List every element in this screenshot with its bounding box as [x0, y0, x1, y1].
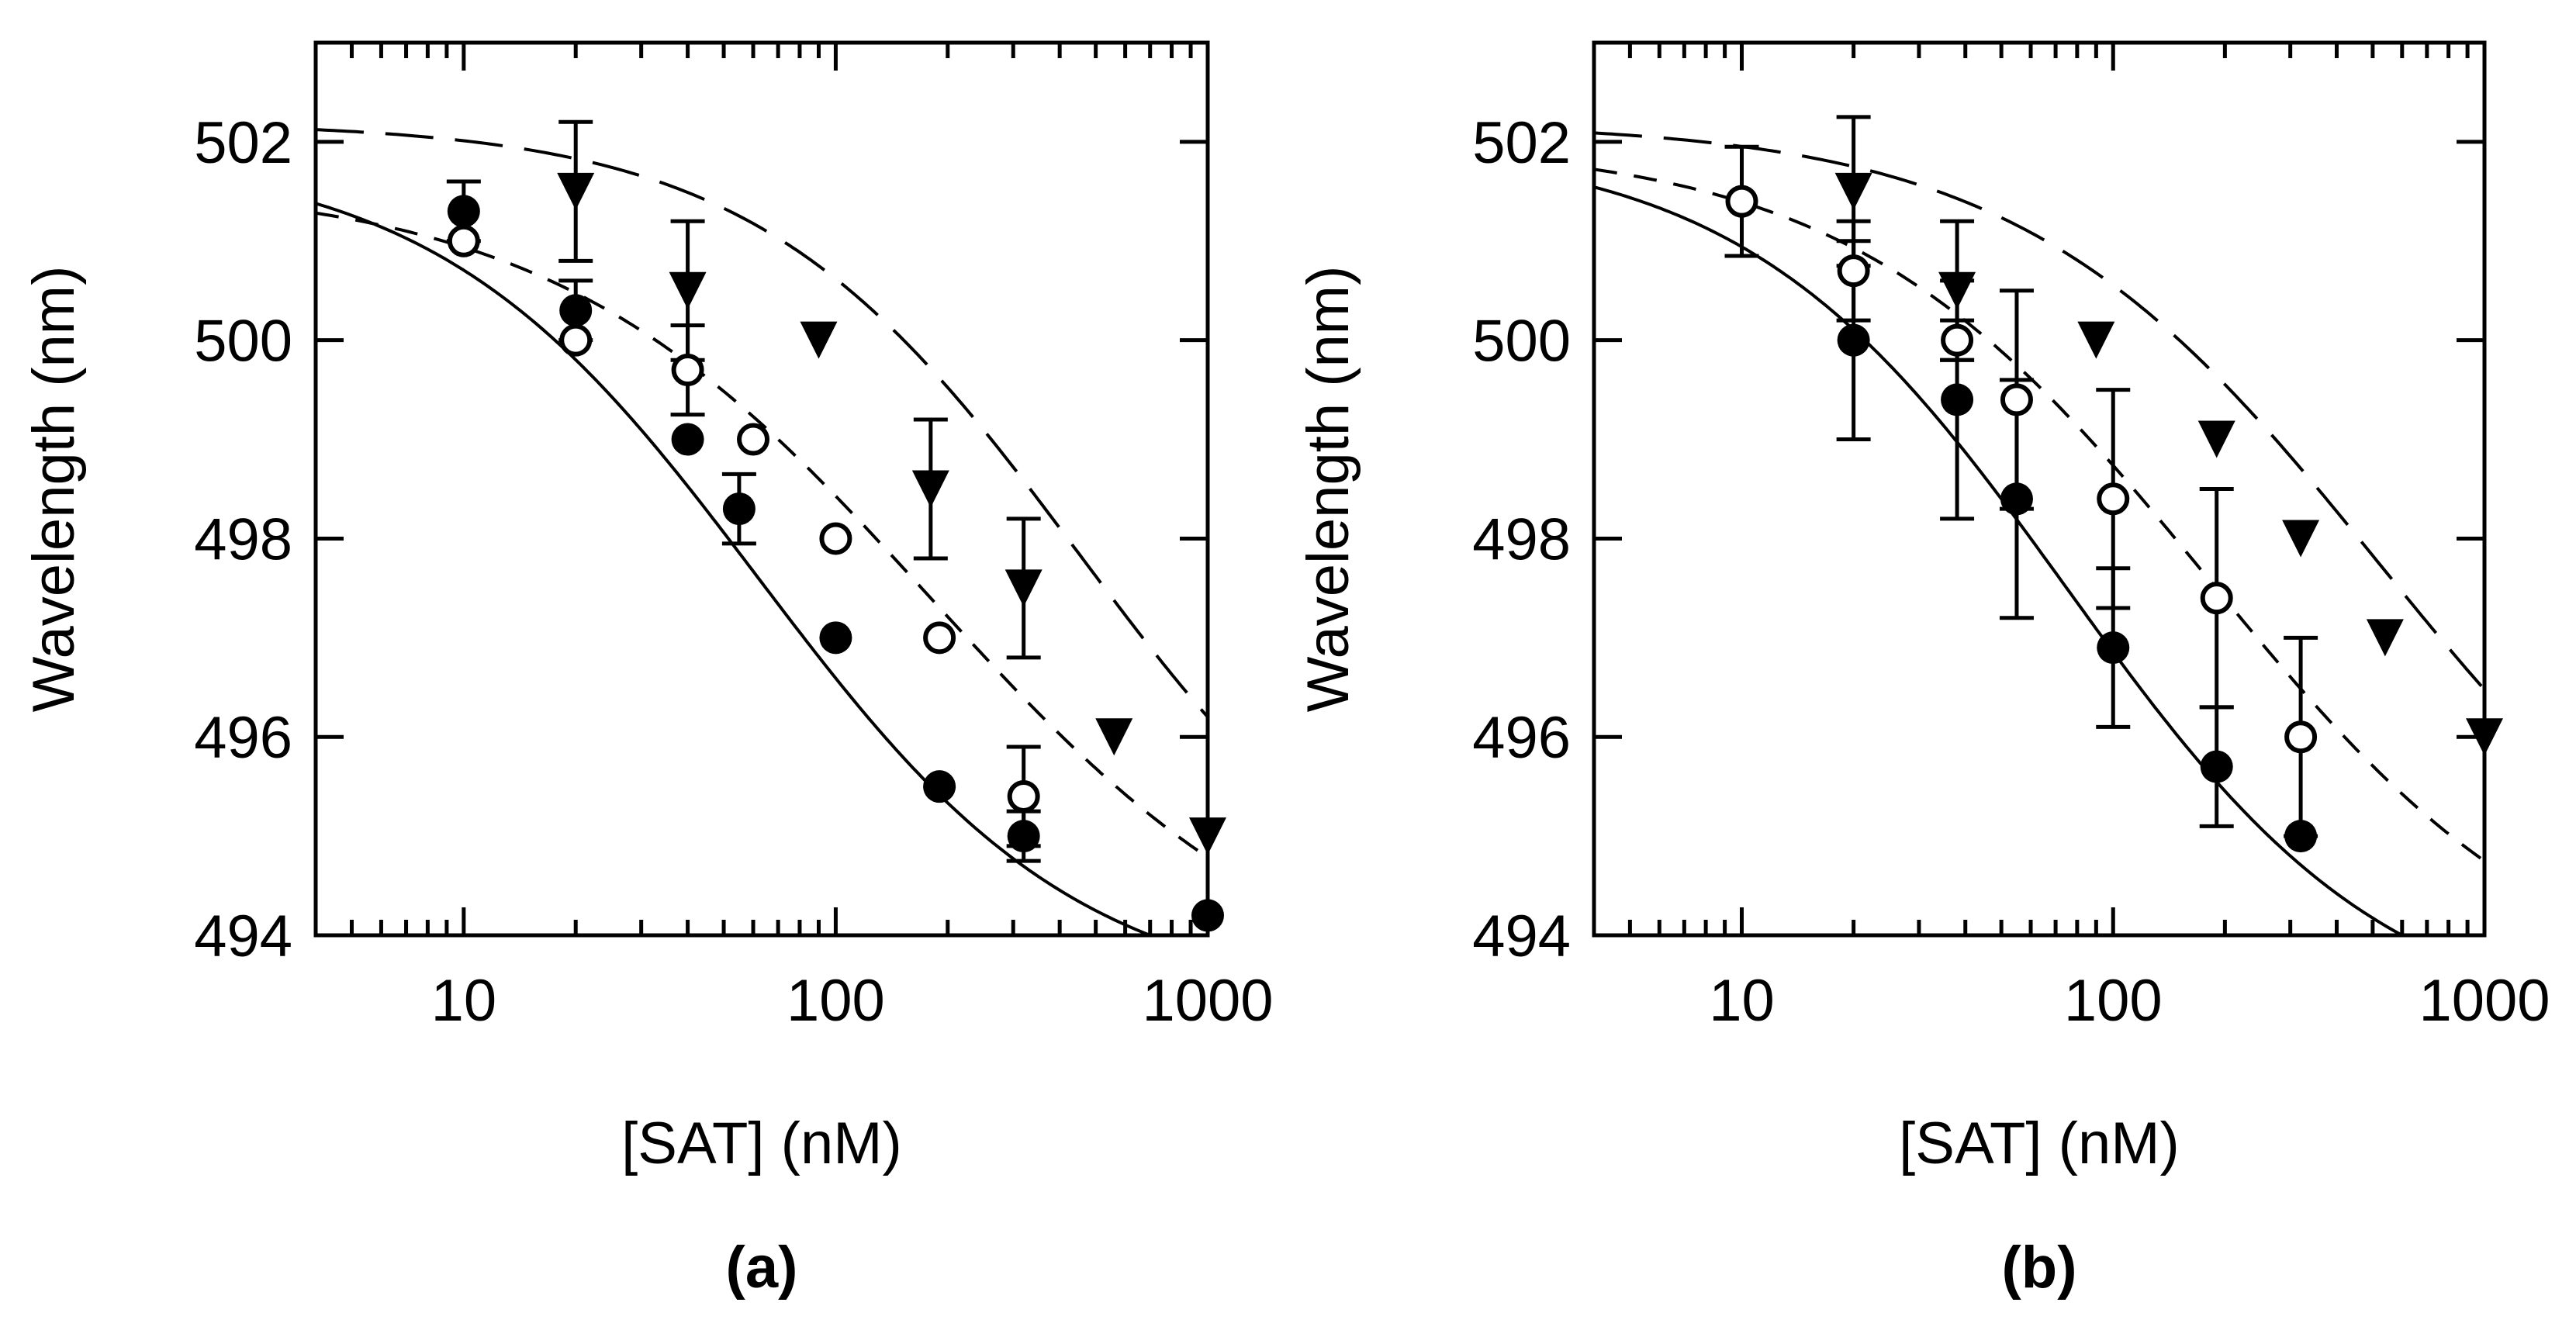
plot-frame	[1592, 40, 2487, 938]
x-tick-label: 10	[1709, 968, 1775, 1034]
data-point-open-circle	[737, 423, 770, 456]
y-tick-label: 496	[1472, 705, 1571, 771]
panel-a: 10 100 1000 494 496 498 500 502 [SAT] (nM) Wavele…	[21, 40, 1274, 1301]
data-point-open-circle	[2097, 482, 2130, 516]
data-point-filled-circle	[923, 770, 956, 803]
data-point-filled-circle	[722, 492, 756, 526]
data-point-triangle	[1004, 569, 1043, 607]
y-tick-label: 498	[194, 506, 292, 572]
y-tick-label: 500	[194, 309, 292, 375]
y-tick-label: 498	[1472, 506, 1571, 572]
x-tick-label: 1000	[2419, 968, 2550, 1034]
data-point-triangle	[2282, 520, 2320, 558]
data-point-filled-circle	[559, 294, 593, 327]
data-point-triangle	[800, 321, 838, 359]
panel-label: (b)	[2001, 1235, 2076, 1301]
data-point-filled-circle	[1837, 323, 1870, 357]
data-point-filled-circle	[2284, 820, 2318, 853]
fit-line-filled-triangles	[1594, 131, 2484, 691]
data-point-open-circle	[819, 522, 852, 555]
data-point-open-circle	[923, 621, 956, 655]
data-point-open-circle	[671, 354, 704, 387]
y-tick-label: 502	[194, 110, 292, 176]
data-point-filled-circle	[2200, 750, 2233, 783]
data-point-triangle	[2077, 321, 2115, 359]
data-point-filled-circle	[447, 195, 480, 228]
data-point-filled-circle	[671, 423, 704, 456]
fit-line-filled-circles	[1594, 185, 2405, 935]
y-tick-label: 494	[194, 903, 292, 969]
y-tick-label: 500	[1472, 309, 1571, 375]
data-point-triangle	[2197, 420, 2235, 458]
y-tick-label: 502	[1472, 110, 1571, 176]
fit-line-open-circles	[316, 211, 1208, 859]
data-point-triangle	[669, 271, 707, 309]
data-point-filled-circle	[2000, 482, 2033, 516]
x-ticks	[1592, 43, 2487, 935]
data-point-open-circle	[2284, 720, 2318, 754]
y-ticks	[1594, 140, 2484, 938]
data-point-open-circle	[1837, 254, 1870, 288]
data-point-triangle	[557, 172, 595, 210]
plot-frame	[313, 40, 1210, 938]
y-tick-label: 496	[194, 705, 292, 771]
y-tick-label: 494	[1472, 903, 1571, 969]
y-axis-title: Wavelength (nm)	[1295, 266, 1361, 713]
data-point-triangle	[1095, 718, 1133, 756]
data-point-triangle	[1938, 271, 1976, 309]
fit-line-filled-circles	[316, 202, 1155, 935]
y-axis-title: Wavelength (nm)	[21, 266, 87, 713]
panel-b: 10 100 1000 494 496 498 500 502 [SAT] (nM) Wavele…	[1295, 40, 2550, 1301]
x-tick-label: 1000	[1142, 968, 1273, 1034]
data-point-open-circle	[447, 224, 480, 257]
data-point-open-circle	[1941, 323, 1974, 357]
x-axis-title: [SAT] (nM)	[621, 1111, 902, 1176]
fit-line-open-circles	[1594, 168, 2484, 862]
x-axis-title: [SAT] (nM)	[1899, 1111, 2180, 1176]
data-point-open-circle	[559, 323, 593, 357]
x-tick-label: 100	[2064, 968, 2163, 1034]
data-point-filled-circle	[2097, 631, 2130, 665]
data-point-filled-circle	[1007, 820, 1040, 853]
panel-label: (a)	[726, 1235, 798, 1301]
data-point-open-circle	[1007, 779, 1040, 813]
data-point-filled-circle	[1941, 383, 1974, 416]
fit-line-filled-triangles	[316, 128, 1208, 718]
data-point-triangle	[2366, 619, 2404, 657]
y-ticks	[316, 140, 1208, 938]
data-point-open-circle	[1725, 185, 1758, 218]
x-ticks	[313, 43, 1210, 935]
data-point-open-circle	[2000, 383, 2033, 416]
x-tick-label: 10	[431, 968, 497, 1034]
x-tick-label: 100	[787, 968, 885, 1034]
data-point-open-circle	[2200, 582, 2233, 615]
data-point-triangle	[911, 470, 949, 508]
data-point-triangle	[1834, 172, 1872, 210]
data-point-filled-circle	[819, 621, 852, 655]
